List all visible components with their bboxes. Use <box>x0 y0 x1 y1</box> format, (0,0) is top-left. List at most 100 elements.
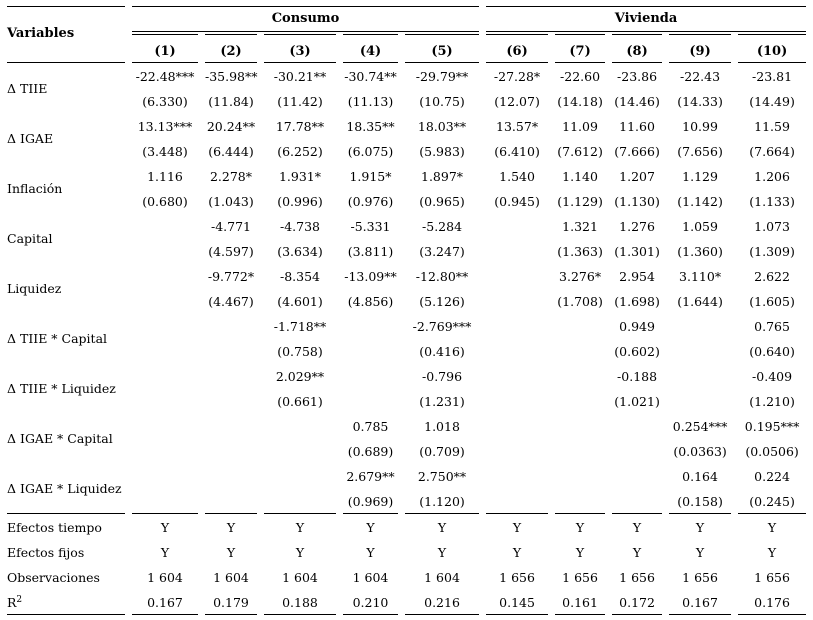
summary-row: Efectos tiempo Y Y Y Y Y Y Y Y Y Y <box>7 516 806 539</box>
coef-cell <box>343 315 398 338</box>
coef-cell: -9.772* <box>207 268 255 284</box>
coef-cell: -5.284 <box>422 218 463 234</box>
coef-row: Δ TIIE * Capital -1.718** -2.769*** 0.949 0.… <box>7 315 806 345</box>
coef-cell: -2.769*** <box>412 318 472 334</box>
coef-row: Δ TIIE -22.48*** -35.98** -30.21** -30.74** -… <box>7 65 806 95</box>
coef-row: Δ IGAE * Capital 0.785 1.018 0.254*** 0.195*… <box>7 415 806 445</box>
se-row: (0.969) (1.120) (0.158) (0.245) <box>7 490 807 514</box>
se-cell <box>486 240 548 263</box>
se-row: (0.680) (1.043) (0.996) (0.976) (0.965) (0.94… <box>7 190 806 213</box>
column-header-4: (4) <box>343 34 398 63</box>
summary-label: Efectos tiempo <box>7 519 102 535</box>
summary-value: 0.176 <box>738 591 807 615</box>
se-cell: (14.46) <box>614 93 660 109</box>
se-cell: (6.075) <box>347 143 394 159</box>
summary-value: Y <box>366 519 375 535</box>
coef-cell: -23.81 <box>752 68 793 84</box>
se-row: (4.597) (3.634) (3.811) (3.247) (1.363) (1.30… <box>7 240 806 263</box>
coef-cell: -30.21** <box>273 68 327 84</box>
se-cell: (4.856) <box>347 293 394 309</box>
coef-cell: 2.622 <box>754 268 790 284</box>
coef-cell: -0.409 <box>752 368 793 384</box>
se-cell <box>205 490 257 514</box>
se-cell: (0.680) <box>142 193 188 209</box>
coef-cell: -1.718** <box>273 318 327 334</box>
summary-row: Observaciones 1 604 1 604 1 604 1 604 1 604 1 … <box>7 566 806 589</box>
coef-cell: -0.796 <box>422 368 463 384</box>
se-cell <box>343 340 398 363</box>
summary-value: Y <box>632 519 642 535</box>
se-cell: (7.666) <box>614 143 660 159</box>
se-cell <box>132 340 198 363</box>
regression-table: Variables Consumo Vivienda (1) (2) (3) (… <box>0 4 813 617</box>
se-cell <box>486 490 549 514</box>
summary-value: Y <box>512 544 522 560</box>
coef-cell: 0.949 <box>619 318 655 334</box>
coef-cell: 2.954 <box>619 268 655 284</box>
coef-cell: -4.738 <box>279 218 320 234</box>
coef-cell: 13.57* <box>496 118 539 134</box>
se-cell: (0.158) <box>669 490 732 514</box>
se-cell <box>555 490 606 514</box>
se-cell <box>669 340 731 363</box>
se-cell <box>555 440 605 463</box>
variable-label: Δ IGAE <box>7 131 54 147</box>
coef-cell: -35.98** <box>205 68 258 84</box>
coef-row: Inflación 1.116 2.278* 1.931* 1.915* 1.897* 1.… <box>7 165 806 195</box>
se-cell <box>555 390 605 413</box>
summary-value: 1 604 <box>147 569 183 585</box>
se-cell: (0.0506) <box>745 443 799 459</box>
se-cell: (1.142) <box>677 193 723 209</box>
summary-value: Y <box>575 544 585 560</box>
summary-value: Y <box>695 544 705 560</box>
variable-label: Δ TIIE * Capital <box>7 331 108 347</box>
coef-cell: 3.276* <box>559 268 602 284</box>
se-cell: (1.043) <box>208 193 254 209</box>
se-cell <box>612 490 663 514</box>
se-cell: (6.410) <box>494 143 540 159</box>
se-cell <box>132 390 198 413</box>
summary-value: 1 604 <box>213 569 249 585</box>
se-cell: (5.126) <box>419 293 465 309</box>
variable-label: Inflación <box>7 181 63 197</box>
coef-cell <box>486 265 548 288</box>
se-cell: (3.634) <box>277 243 323 259</box>
coef-cell <box>669 315 731 338</box>
se-cell: (6.252) <box>277 143 323 159</box>
variable-label: Δ IGAE * Capital <box>7 431 113 447</box>
coef-cell: -22.60 <box>560 68 601 84</box>
se-cell: (1.309) <box>749 243 795 259</box>
se-cell: (0.976) <box>347 193 394 209</box>
coef-cell: 17.78** <box>275 118 325 134</box>
coef-cell: 0.785 <box>352 418 389 434</box>
se-cell: (4.601) <box>277 293 323 309</box>
se-cell <box>132 440 198 463</box>
summary-value: 0.210 <box>343 591 398 615</box>
coef-cell: 2.679** <box>346 468 395 484</box>
summary-value: 1 656 <box>682 569 718 585</box>
column-header-6: (6) <box>486 34 549 63</box>
summary-value: Y <box>295 519 305 535</box>
coef-cell <box>264 465 336 488</box>
se-cell: (14.33) <box>677 93 723 109</box>
se-cell: (1.644) <box>677 293 723 309</box>
se-cell: (1.129) <box>557 193 603 209</box>
se-cell: (11.13) <box>347 93 394 109</box>
se-cell: (1.120) <box>405 490 480 514</box>
coef-cell: -29.79** <box>415 68 469 84</box>
coef-row: Δ TIIE * Liquidez 2.029** -0.796 -0.188 -0.4… <box>7 365 806 395</box>
se-cell: (1.363) <box>557 243 603 259</box>
column-header-10: (10) <box>738 34 807 63</box>
se-cell <box>205 340 257 363</box>
coef-cell: 0.254*** <box>672 418 728 434</box>
se-cell: (1.021) <box>614 393 660 409</box>
summary-value: Y <box>160 544 170 560</box>
se-cell: (5.983) <box>419 143 465 159</box>
coef-cell <box>132 465 198 488</box>
se-cell: (0.245) <box>738 490 807 514</box>
summary-value: 1 656 <box>619 569 655 585</box>
coef-cell: -27.28* <box>493 68 541 84</box>
se-cell <box>205 440 257 463</box>
se-cell <box>132 290 198 313</box>
summary-value: 0.145 <box>486 591 549 615</box>
